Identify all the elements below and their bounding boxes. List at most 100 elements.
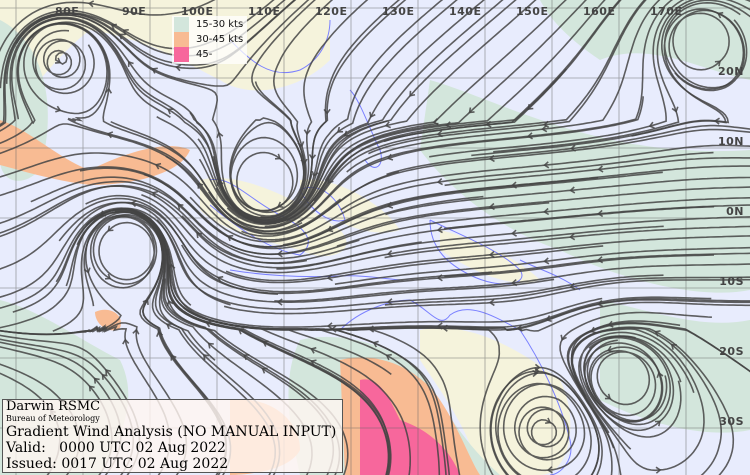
longitude-label: 110E bbox=[248, 5, 281, 18]
flow-arrow-icon bbox=[597, 165, 604, 173]
flow-arrow-icon bbox=[217, 275, 224, 283]
flow-arrow-icon bbox=[468, 107, 475, 114]
latitude-label: 20S bbox=[719, 345, 744, 358]
flow-arrow-icon bbox=[343, 130, 350, 137]
streamline bbox=[0, 152, 307, 241]
legend-label: 45- bbox=[196, 49, 213, 60]
flow-arrow-icon bbox=[516, 324, 523, 332]
flow-arrow-icon bbox=[569, 186, 576, 194]
longitude-label: 120E bbox=[315, 5, 348, 18]
legend-swatch bbox=[174, 32, 189, 47]
chart-title: Gradient Wind Analysis (NO MANUAL INPUT) bbox=[6, 424, 337, 440]
flow-arrow-icon bbox=[368, 325, 375, 333]
flow-arrow-icon bbox=[170, 354, 177, 361]
flow-arrow-icon bbox=[216, 179, 224, 187]
longitude-label: 140E bbox=[449, 5, 482, 18]
flow-arrow-icon bbox=[151, 67, 158, 74]
legend-label: 15-30 kts bbox=[196, 19, 244, 30]
legend: 15-30 kts 30-45 kts 45- bbox=[172, 16, 248, 64]
flow-arrow-icon bbox=[590, 326, 597, 334]
legend-item-45: 45- bbox=[174, 47, 243, 62]
flow-arrow-icon bbox=[303, 129, 311, 136]
issued-time: Issued: 0017 UTC 02 Aug 2022 bbox=[6, 456, 229, 472]
flow-arrow-icon bbox=[655, 466, 662, 474]
flow-arrow-icon bbox=[386, 298, 393, 306]
flow-arrow-icon bbox=[543, 207, 550, 216]
flow-arrow-icon bbox=[216, 131, 224, 138]
legend-item-30-45: 30-45 kts bbox=[174, 32, 243, 47]
flow-arrow-icon bbox=[93, 377, 100, 384]
flow-arrow-icon bbox=[202, 354, 209, 361]
flow-arrow-icon bbox=[105, 369, 112, 376]
latitude-label: 30S bbox=[719, 415, 744, 428]
flow-arrow-icon bbox=[175, 64, 182, 72]
flow-arrow-icon bbox=[714, 60, 721, 67]
flow-arrow-icon bbox=[511, 229, 518, 237]
streamline bbox=[0, 0, 216, 53]
latitude-label: 10N bbox=[717, 135, 744, 148]
streamline bbox=[226, 0, 537, 226]
streamline bbox=[444, 252, 750, 278]
legend-label: 30-45 kts bbox=[196, 34, 244, 45]
flow-arrow-icon bbox=[207, 342, 214, 349]
flow-arrow-icon bbox=[276, 250, 283, 258]
flow-arrow-icon bbox=[386, 249, 394, 258]
flow-arrow-icon bbox=[327, 177, 334, 184]
flow-arrow-icon bbox=[132, 328, 140, 335]
flow-arrow-icon bbox=[261, 367, 268, 374]
flow-arrow-icon bbox=[104, 273, 112, 280]
flow-arrow-icon bbox=[546, 466, 553, 474]
flow-arrow-icon bbox=[127, 60, 134, 67]
streamline bbox=[346, 0, 661, 173]
flow-arrow-icon bbox=[436, 130, 443, 138]
flow-arrow-icon bbox=[488, 154, 495, 163]
longitude-label: 100E bbox=[181, 5, 214, 18]
flow-arrow-icon bbox=[385, 353, 392, 361]
flow-arrow-icon bbox=[369, 111, 376, 119]
flow-arrow-icon bbox=[107, 225, 114, 232]
streamline bbox=[429, 0, 750, 158]
flow-arrow-icon bbox=[436, 226, 443, 234]
flow-arrow-icon bbox=[310, 359, 317, 366]
flow-arrow-icon bbox=[101, 373, 108, 380]
flow-arrow-icon bbox=[384, 121, 392, 129]
flow-arrow-icon bbox=[326, 322, 333, 330]
flow-arrow-icon bbox=[311, 170, 319, 178]
longitude-label: 80E bbox=[55, 5, 80, 18]
legend-swatch bbox=[174, 47, 189, 62]
flow-arrow-icon bbox=[532, 369, 539, 378]
flow-arrow-icon bbox=[560, 334, 567, 341]
legend-swatch bbox=[174, 17, 189, 32]
latitude-label: 10S bbox=[719, 275, 744, 288]
flow-arrow-icon bbox=[277, 201, 284, 208]
flow-arrow-icon bbox=[604, 393, 612, 400]
latitude-label: 20N bbox=[717, 65, 744, 78]
flow-arrow-icon bbox=[671, 106, 679, 113]
longitude-label: 170E bbox=[650, 5, 683, 18]
flow-arrow-icon bbox=[372, 340, 379, 348]
flow-arrow-icon bbox=[274, 153, 282, 160]
flow-arrow-icon bbox=[326, 274, 333, 282]
flow-arrow-icon bbox=[544, 417, 552, 425]
streamline bbox=[444, 157, 750, 187]
streamline bbox=[274, 263, 750, 302]
flow-arrow-icon bbox=[386, 201, 394, 209]
flow-arrow-icon bbox=[83, 267, 91, 274]
agency-name: Bureau of Meteorology bbox=[6, 414, 100, 423]
flow-arrow-icon bbox=[156, 330, 164, 338]
valid-time: Valid: 0000 UTC 02 Aug 2022 bbox=[6, 440, 226, 456]
flow-arrow-icon bbox=[327, 225, 334, 233]
streamline bbox=[156, 0, 444, 223]
flow-arrow-icon bbox=[409, 90, 416, 97]
flow-arrow-icon bbox=[654, 420, 661, 427]
flow-arrow-icon bbox=[713, 117, 720, 125]
longitude-label: 160E bbox=[583, 5, 616, 18]
flow-arrow-icon bbox=[656, 371, 664, 379]
flow-arrow-icon bbox=[670, 343, 677, 350]
flow-arrow-icon bbox=[526, 132, 533, 140]
flow-arrow-icon bbox=[541, 125, 548, 133]
flow-arrow-icon bbox=[648, 121, 655, 129]
